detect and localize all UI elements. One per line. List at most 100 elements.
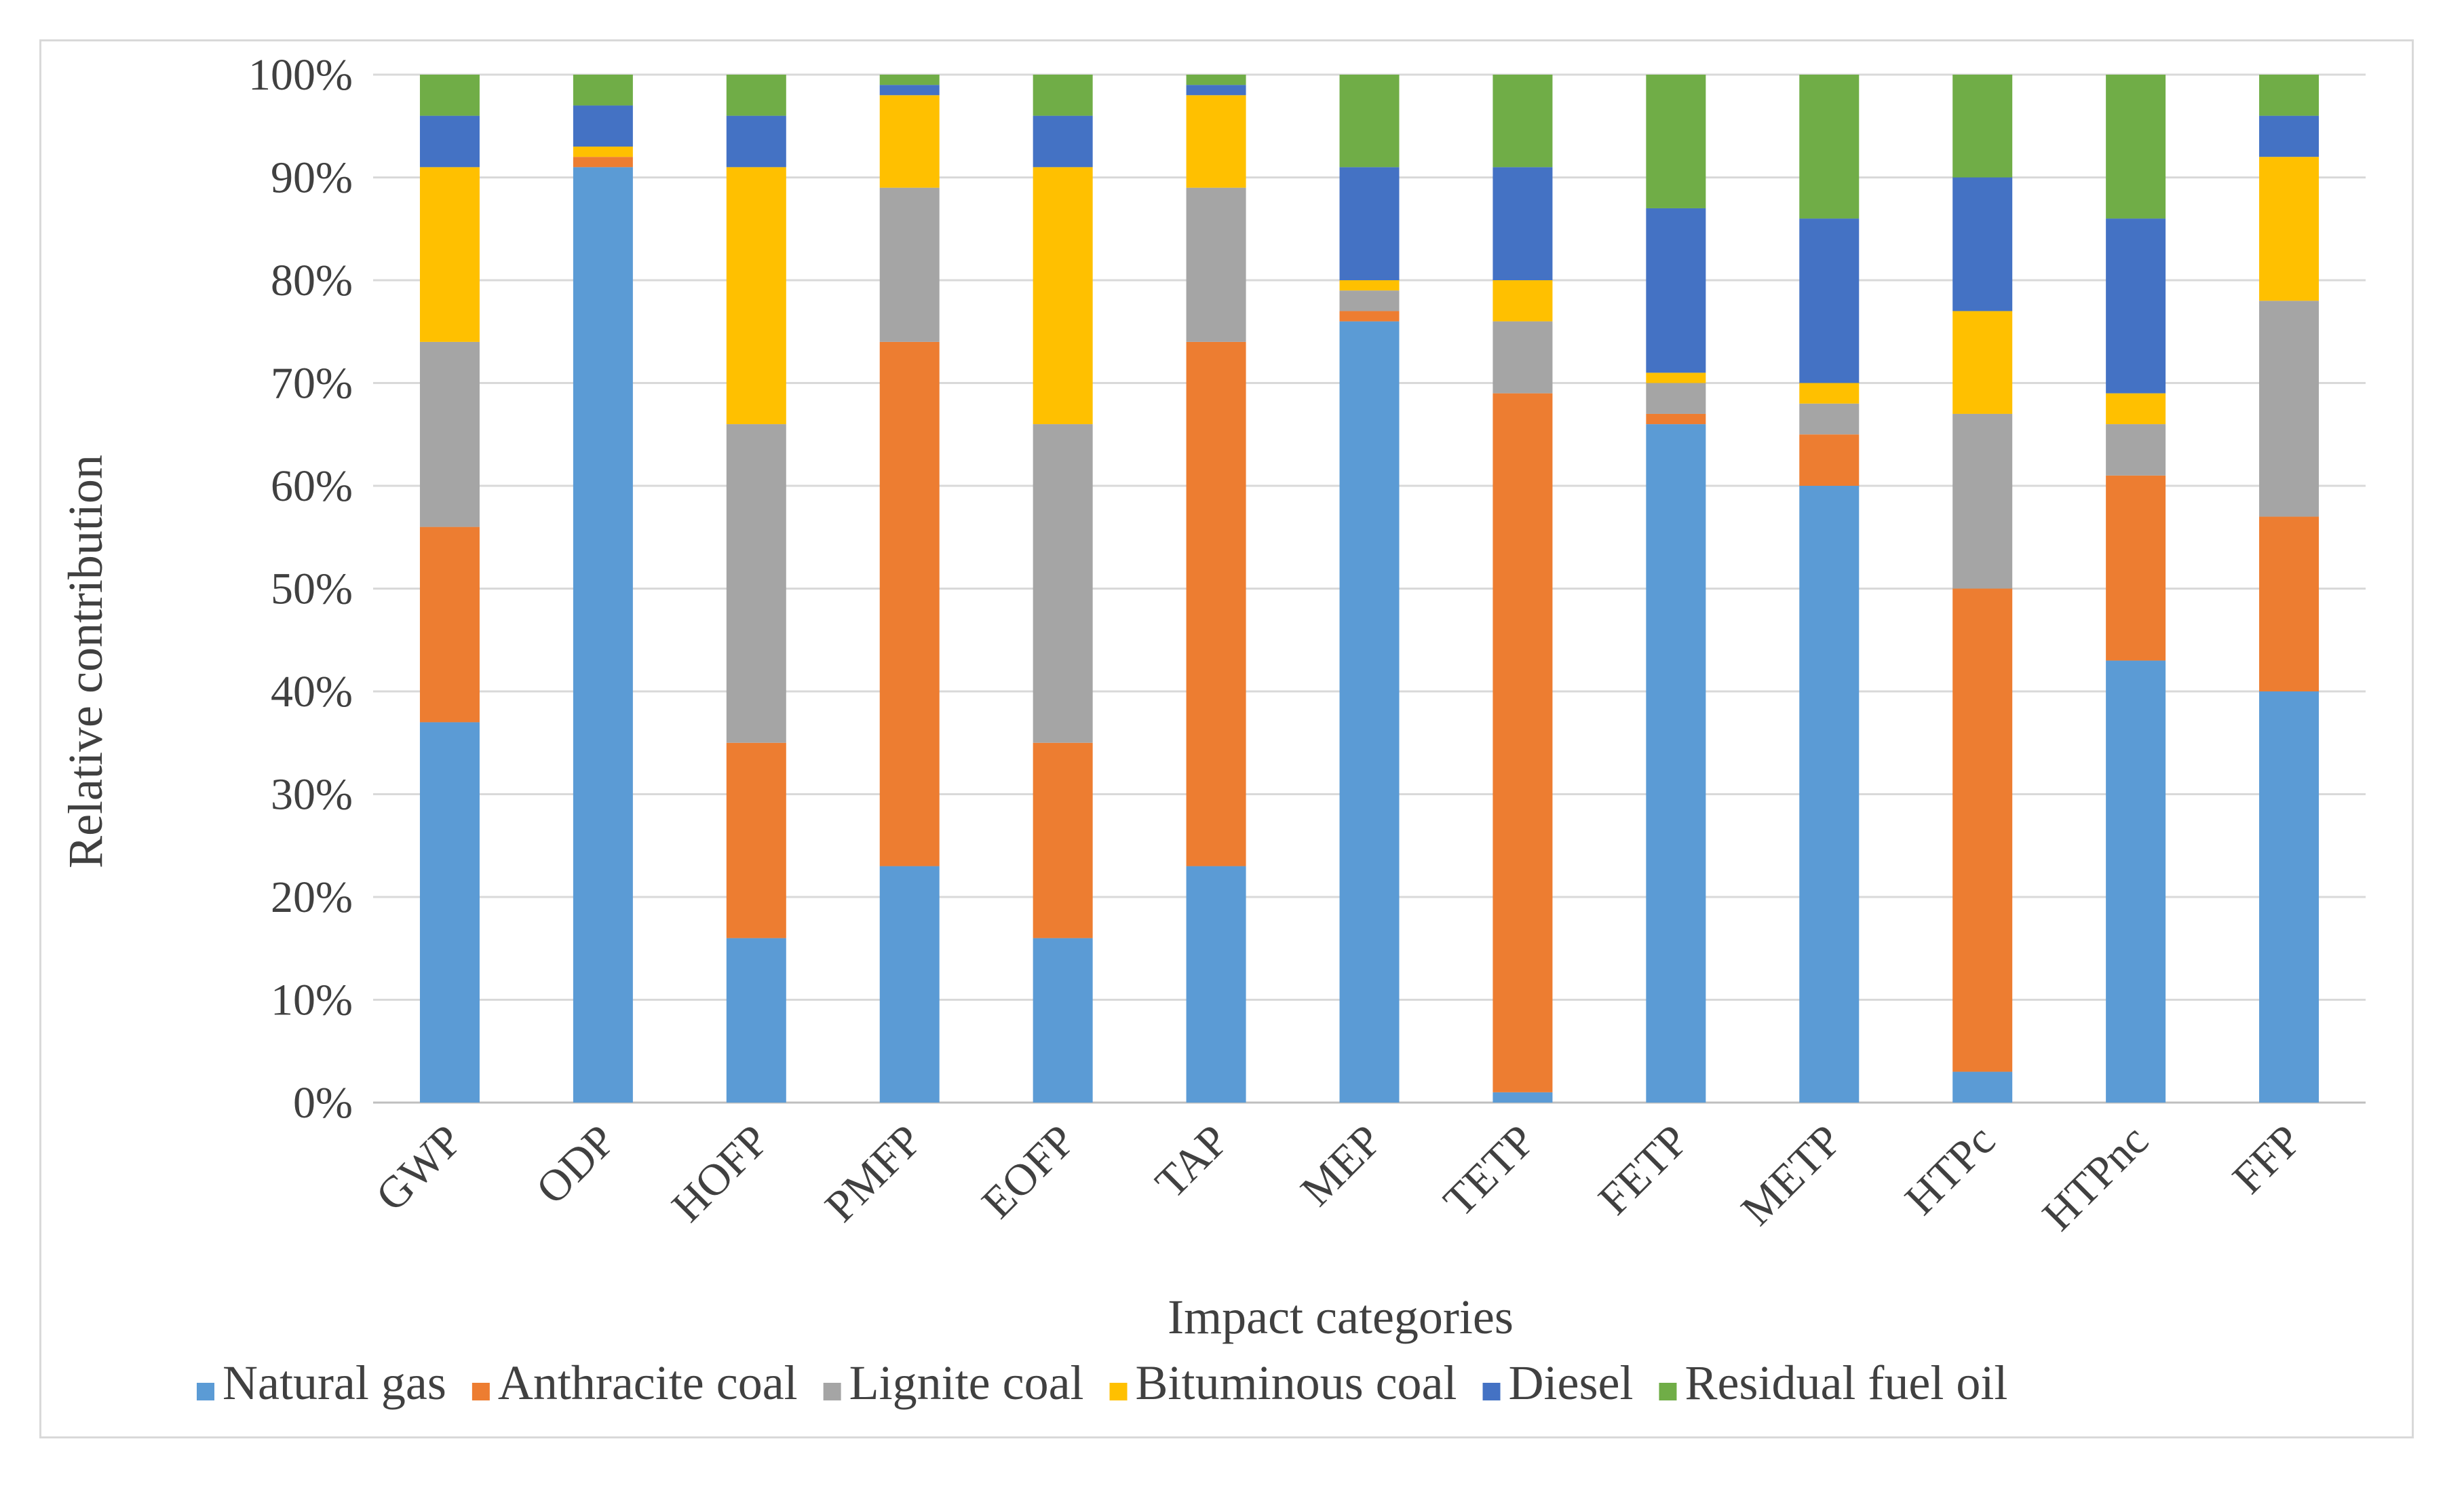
y-tick-label: 30% — [271, 770, 353, 820]
bar-segment — [1646, 383, 1706, 414]
x-tick-label: PMFP — [815, 1115, 931, 1231]
bar-segment — [1033, 938, 1093, 1103]
y-tick-label: 0% — [293, 1078, 353, 1128]
bar-segment — [1186, 341, 1246, 866]
bar-segment — [1033, 742, 1093, 938]
bar-segment — [726, 938, 786, 1103]
y-tick-label: 60% — [271, 461, 353, 511]
bar-segment — [2106, 475, 2166, 661]
bar-segment — [1646, 75, 1706, 208]
bar-segment — [1339, 75, 1400, 168]
bar-segment — [2259, 516, 2319, 691]
bar-segment — [1799, 434, 1860, 486]
bar-segment — [1339, 280, 1400, 291]
bar-segment — [573, 157, 633, 168]
bar-segment — [1339, 311, 1400, 322]
bar-segment — [1033, 115, 1093, 168]
bar-segment — [1186, 75, 1246, 85]
bar-segment — [1033, 167, 1093, 425]
bar-segment — [573, 167, 633, 1103]
x-tick-label: HTPnc — [2033, 1115, 2158, 1240]
bar-segment — [1799, 218, 1860, 383]
legend-label: Natural gas — [223, 1356, 446, 1410]
y-tick-label: 100% — [248, 50, 353, 100]
bar-segment — [419, 115, 480, 168]
x-tick-label: TAP — [1146, 1115, 1238, 1208]
bar-segment — [1952, 413, 2013, 589]
x-axis-title: Impact categories — [1168, 1290, 1514, 1344]
bar-segment — [1493, 1092, 1553, 1103]
legend-label: Anthracite coal — [498, 1356, 798, 1410]
x-tick-label: TETP — [1434, 1115, 1545, 1226]
bar-segment — [1033, 424, 1093, 743]
y-axis-title: Relative contribution — [58, 455, 113, 868]
bar-segment — [1799, 383, 1860, 404]
x-tick-label: HTPc — [1895, 1115, 2005, 1225]
x-tick-label: FFP — [2223, 1115, 2311, 1203]
bar-segment — [2106, 424, 2166, 476]
bar-segment — [419, 722, 480, 1103]
legend-swatch — [197, 1383, 214, 1400]
bar-segment — [1033, 75, 1093, 116]
bar-segment — [726, 167, 786, 425]
y-tick-labels: 0% 10% 20% 30% 40% 50% 60% 70% 80% 90% 100% — [248, 50, 353, 1128]
y-tick-label: 70% — [271, 359, 353, 408]
legend: Natural gas Anthracite coal Lignite coal Bi… — [197, 1356, 2007, 1410]
legend-swatch — [1482, 1383, 1501, 1400]
bar-segment — [1799, 403, 1860, 435]
bar-segment — [2259, 75, 2319, 116]
bar-segment — [1186, 85, 1246, 96]
legend-label: Residual fuel oil — [1685, 1356, 2007, 1410]
bar-segment — [419, 167, 480, 342]
x-tick-label: HOFP — [662, 1115, 778, 1231]
x-tick-labels: GWP ODP HOFP PMFP EOFP TAP MEP TETP FETP METP HTPc… — [366, 1115, 2311, 1240]
chart-frame — [39, 39, 2414, 1438]
y-tick-label: 10% — [271, 976, 353, 1025]
bar-segment — [1186, 866, 1246, 1103]
bar-segment — [2259, 115, 2319, 157]
bar-segment — [879, 75, 940, 85]
x-tick-label: METP — [1732, 1115, 1851, 1235]
y-tick-label: 40% — [271, 667, 353, 717]
bar-segment — [1799, 75, 1860, 219]
y-tick-label: 20% — [271, 873, 353, 922]
bars — [419, 75, 2319, 1103]
bar-segment — [1493, 75, 1553, 168]
bar-segment — [2106, 393, 2166, 425]
bar-segment — [2259, 691, 2319, 1103]
bar-segment — [573, 105, 633, 147]
bar-segment — [1952, 75, 2013, 178]
bar-segment — [2106, 660, 2166, 1103]
bar-segment — [1186, 95, 1246, 188]
x-tick-label: FETP — [1589, 1115, 1698, 1225]
bar-segment — [726, 424, 786, 743]
x-tick-label: ODP — [527, 1115, 625, 1214]
bar-segment — [1646, 208, 1706, 373]
bar-segment — [879, 341, 940, 866]
bar-segment — [1952, 311, 2013, 414]
y-tick-label: 90% — [271, 153, 353, 203]
bar-segment — [1952, 588, 2013, 1072]
bar-segment — [879, 187, 940, 342]
bar-segment — [1646, 424, 1706, 1103]
bar-segment — [879, 866, 940, 1103]
y-tick-label: 80% — [271, 256, 353, 305]
legend-swatch — [471, 1383, 490, 1400]
legend-swatch — [1659, 1383, 1677, 1400]
legend-label: Bituminous coal — [1136, 1356, 1457, 1410]
bar-segment — [2106, 218, 2166, 394]
bar-segment — [2106, 75, 2166, 219]
legend-label: Lignite coal — [849, 1356, 1084, 1410]
bar-segment — [2259, 301, 2319, 517]
bar-segment — [1339, 290, 1400, 311]
y-tick-label: 50% — [271, 565, 353, 614]
x-tick-label: EOFP — [973, 1115, 1085, 1228]
legend-swatch — [1109, 1383, 1128, 1400]
bar-segment — [1952, 1071, 2013, 1103]
bar-segment — [2259, 157, 2319, 301]
bar-segment — [726, 75, 786, 116]
bar-segment — [1493, 167, 1553, 280]
bar-segment — [726, 742, 786, 938]
bar-segment — [1799, 486, 1860, 1103]
bar-segment — [573, 147, 633, 157]
